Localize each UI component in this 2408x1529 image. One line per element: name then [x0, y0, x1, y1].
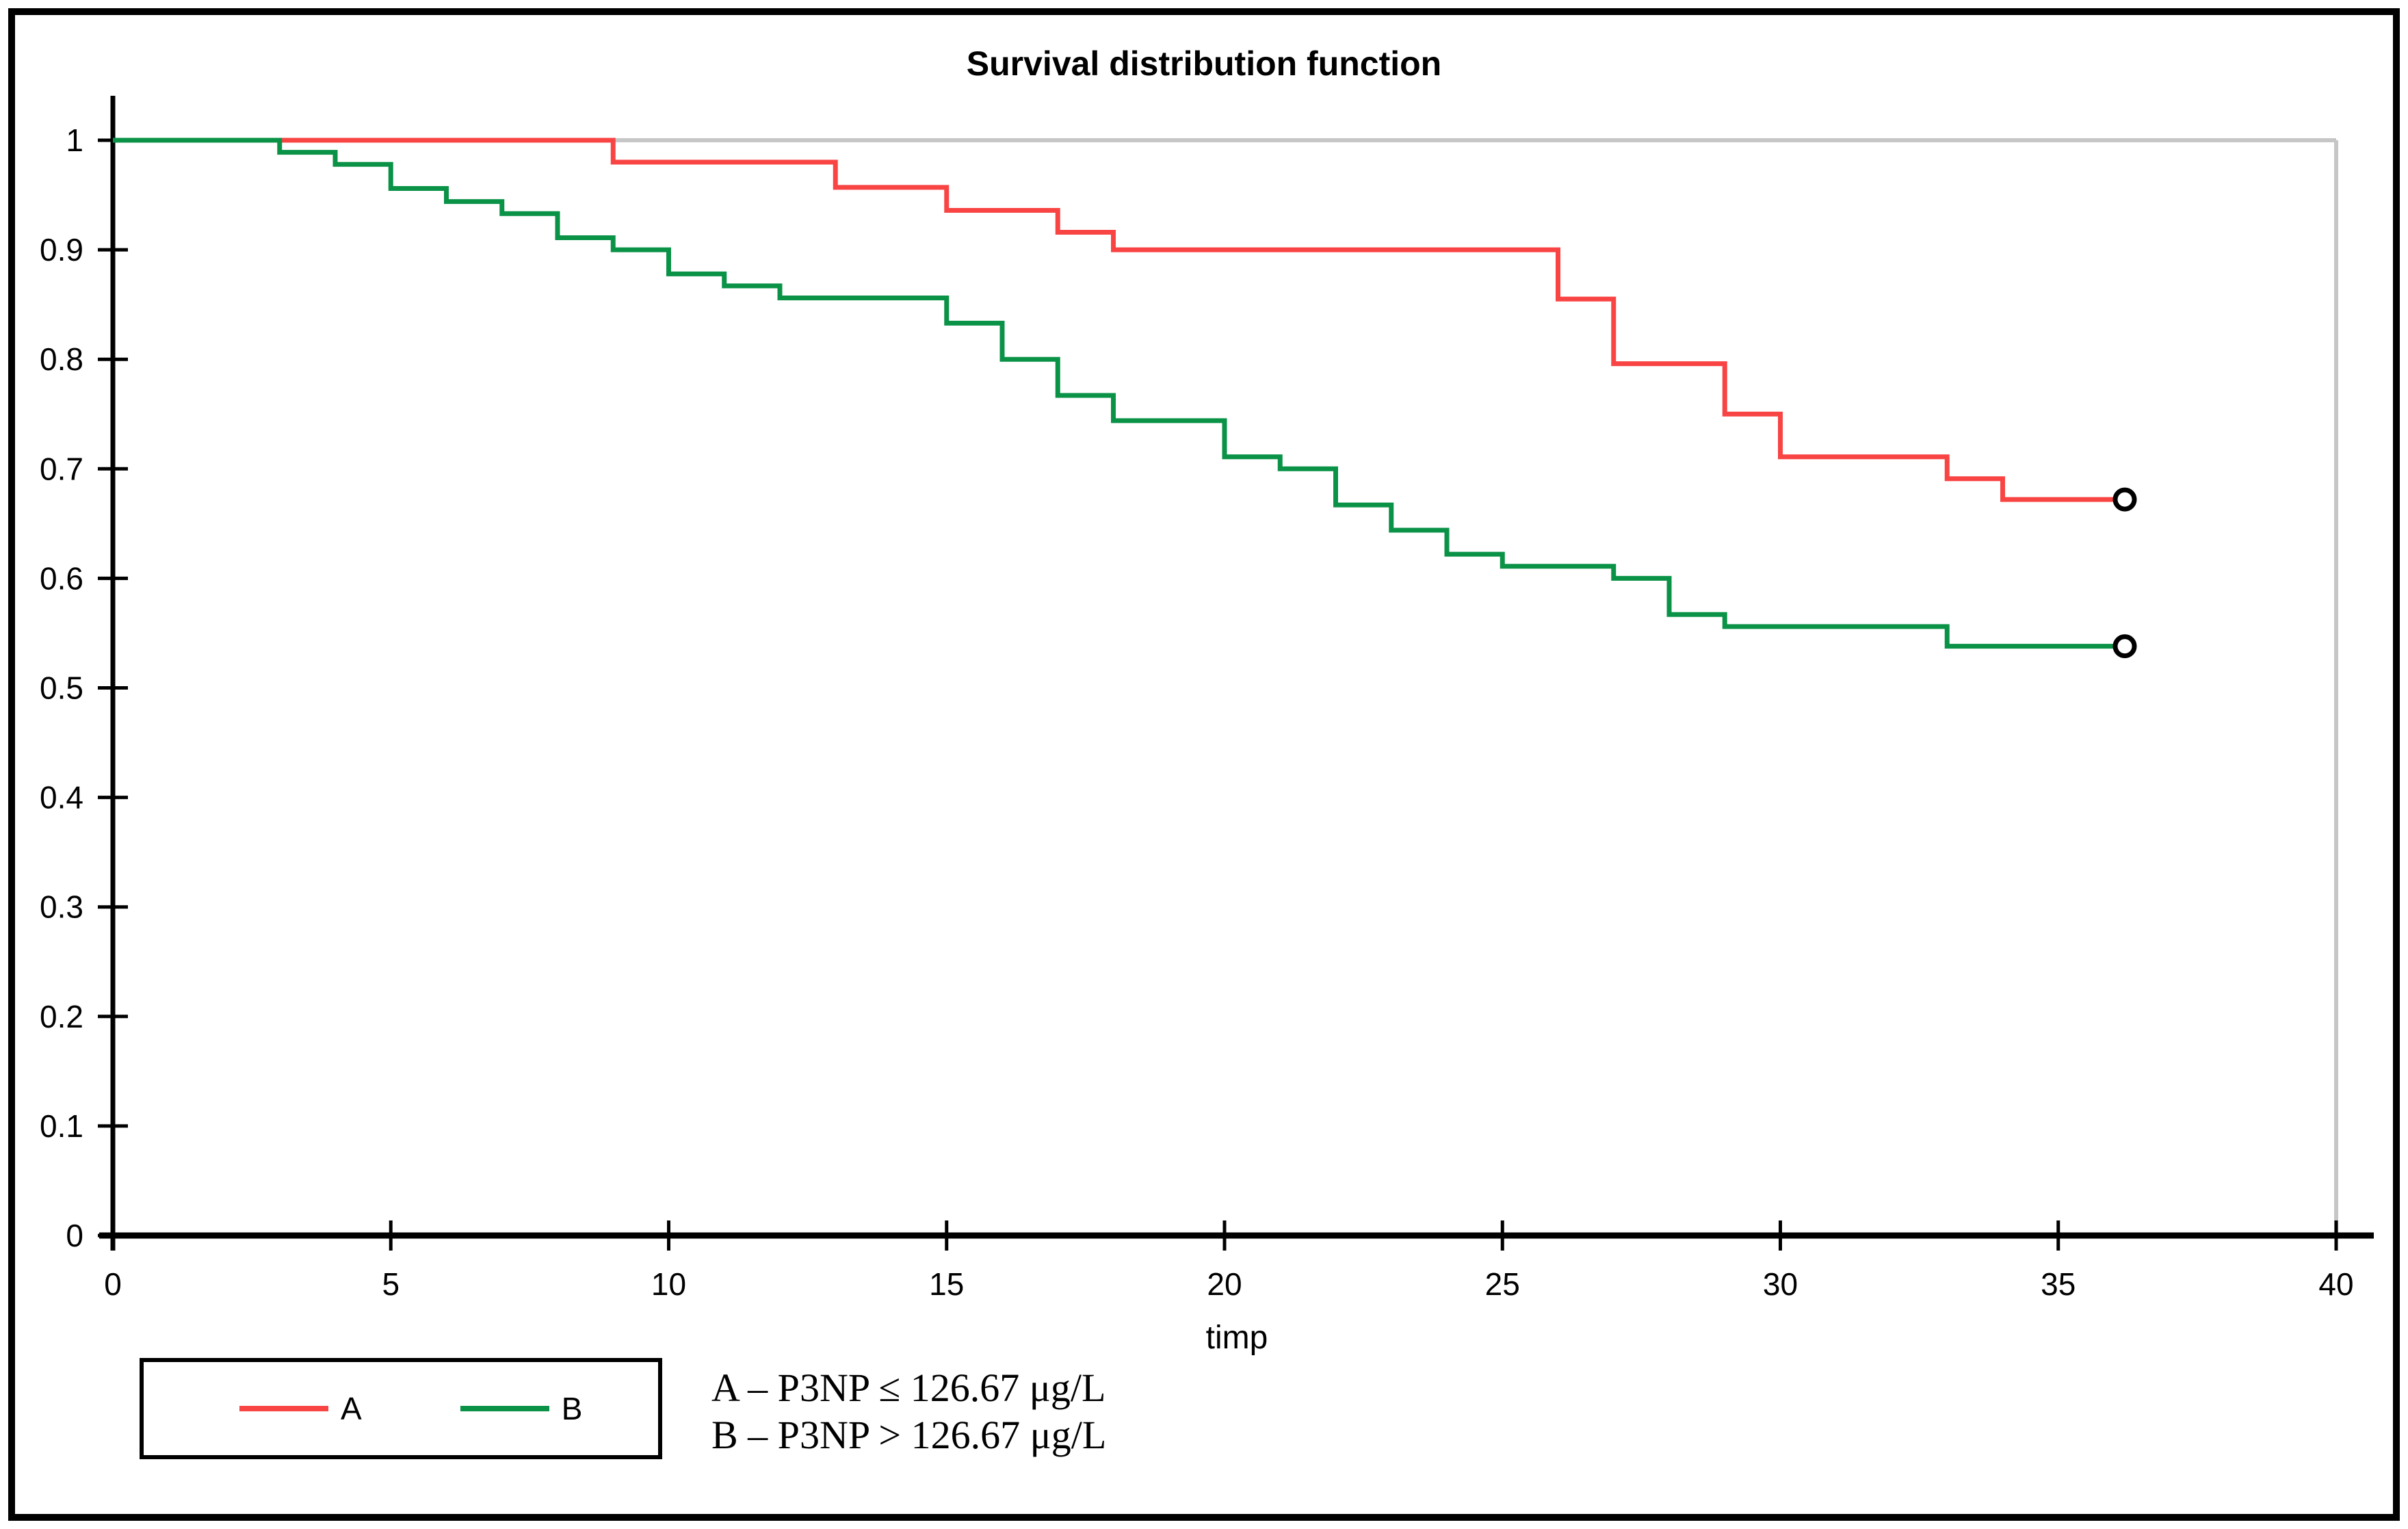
group-definition-a: A – P3NP ≤ 126.67 μg/L	[711, 1365, 1106, 1410]
x-tick-label: 25	[1485, 1266, 1520, 1302]
y-tick-label: 0.6	[40, 560, 83, 596]
x-tick-label: 20	[1207, 1266, 1242, 1302]
x-tick-label: 10	[651, 1266, 686, 1302]
x-tick-label: 35	[2041, 1266, 2076, 1302]
survival-curve-A	[113, 138, 2114, 502]
x-tick-label: 40	[2318, 1266, 2353, 1302]
y-tick-label: 1	[66, 122, 83, 158]
group-definitions: A – P3NP ≤ 126.67 μg/L B – P3NP > 126.67…	[711, 1364, 1106, 1459]
y-tick-label: 0.9	[40, 232, 83, 267]
legend: A B	[140, 1358, 662, 1459]
y-tick-label: 0	[66, 1218, 83, 1253]
x-tick-label: 0	[104, 1266, 122, 1302]
legend-line-b	[460, 1406, 549, 1411]
y-tick-label: 0.3	[40, 889, 83, 925]
group-definition-b: B – P3NP > 126.67 μg/L	[711, 1413, 1107, 1457]
censor-marker-B	[2112, 634, 2137, 659]
y-tick-label: 0.7	[40, 451, 83, 486]
y-tick-label: 0.8	[40, 341, 83, 377]
survival-curve-B	[113, 138, 2114, 649]
x-tick-label: 30	[1763, 1266, 1798, 1302]
legend-label-a: A	[341, 1391, 362, 1426]
legend-line-a	[239, 1406, 328, 1411]
legend-item-b: B	[460, 1390, 583, 1427]
x-tick-label: 5	[382, 1266, 400, 1302]
x-axis-title: timp	[1205, 1320, 1268, 1356]
legend-item-a: A	[239, 1390, 362, 1427]
y-tick-label: 0.4	[40, 780, 83, 815]
y-tick-label: 0.2	[40, 999, 83, 1034]
y-tick-label: 0.5	[40, 670, 83, 706]
chart-title: Survival distribution function	[966, 44, 1442, 83]
censor-marker-A	[2112, 487, 2137, 512]
y-tick-label: 0.1	[40, 1108, 83, 1144]
x-tick-label: 15	[929, 1266, 964, 1302]
legend-label-b: B	[561, 1391, 583, 1426]
